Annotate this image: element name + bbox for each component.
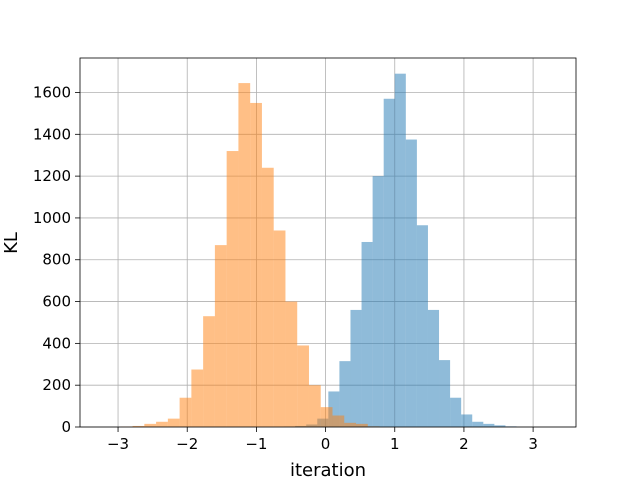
histogram-bar	[383, 98, 395, 428]
histogram-bar	[461, 414, 473, 427]
histogram-bar	[439, 360, 451, 427]
plot-frame	[79, 57, 577, 428]
x-tick-label: 3	[528, 435, 538, 453]
histogram-bar	[273, 230, 286, 427]
histogram-bar	[361, 241, 373, 427]
histogram-bar	[427, 309, 440, 427]
ticks-layer: −3 −2 −1 0 1 2 3 0 200 400 600 800 1000 1200 1400 1600	[33, 83, 538, 453]
histogram-bar	[416, 225, 428, 427]
y-axis-label: KL	[1, 232, 22, 254]
y-tick-label: 200	[42, 376, 71, 394]
x-tick-label: −3	[107, 435, 129, 453]
histogram-bar	[483, 423, 495, 427]
x-tick-label: 1	[390, 435, 400, 453]
x-tick-label: 2	[459, 435, 469, 453]
histogram-bar	[372, 176, 384, 427]
histogram-bar	[344, 422, 357, 427]
histogram-bar	[472, 421, 484, 427]
histogram-bar	[394, 73, 406, 428]
histogram-bar	[226, 151, 239, 427]
x-tick-label: −1	[245, 435, 267, 453]
histogram-bar	[191, 369, 204, 427]
histogram-bar	[350, 309, 362, 427]
histogram-bar	[156, 421, 168, 427]
y-tick-label: 800	[42, 251, 71, 269]
histogram-bar	[214, 245, 227, 427]
x-tick-label: −2	[176, 435, 198, 453]
histogram-bar	[332, 415, 345, 427]
y-tick-label: 1400	[33, 125, 71, 143]
histogram-bar	[203, 316, 215, 427]
histogram-bar	[320, 407, 333, 427]
histogram-bar	[405, 139, 417, 428]
histogram-bar	[179, 397, 192, 427]
histogram-bar	[132, 425, 145, 427]
histogram-bar	[328, 391, 340, 427]
grid-layer	[80, 58, 576, 428]
histogram-bar	[285, 301, 298, 427]
histogram-bar	[308, 385, 321, 427]
histogram-bar	[356, 423, 368, 427]
x-tick-label: 0	[321, 435, 331, 453]
x-axis-label: iteration	[290, 460, 366, 480]
histogram-bar	[250, 102, 262, 427]
histogram-bar	[339, 361, 351, 427]
y-tick-label: 1600	[33, 83, 71, 101]
histogram-bar	[494, 425, 506, 427]
histogram-bar	[238, 83, 251, 427]
y-tick-label: 400	[42, 334, 71, 352]
histogram-bar	[144, 423, 157, 427]
bars-layer	[120, 73, 517, 428]
histogram-bar	[167, 418, 180, 427]
y-tick-label: 1200	[33, 167, 71, 185]
y-tick-label: 1000	[33, 209, 71, 227]
y-tick-label: 0	[61, 418, 71, 436]
y-tick-label: 600	[42, 293, 71, 311]
histogram-bar	[450, 397, 462, 427]
histogram-bar	[297, 345, 309, 427]
histogram-bar	[261, 167, 274, 427]
